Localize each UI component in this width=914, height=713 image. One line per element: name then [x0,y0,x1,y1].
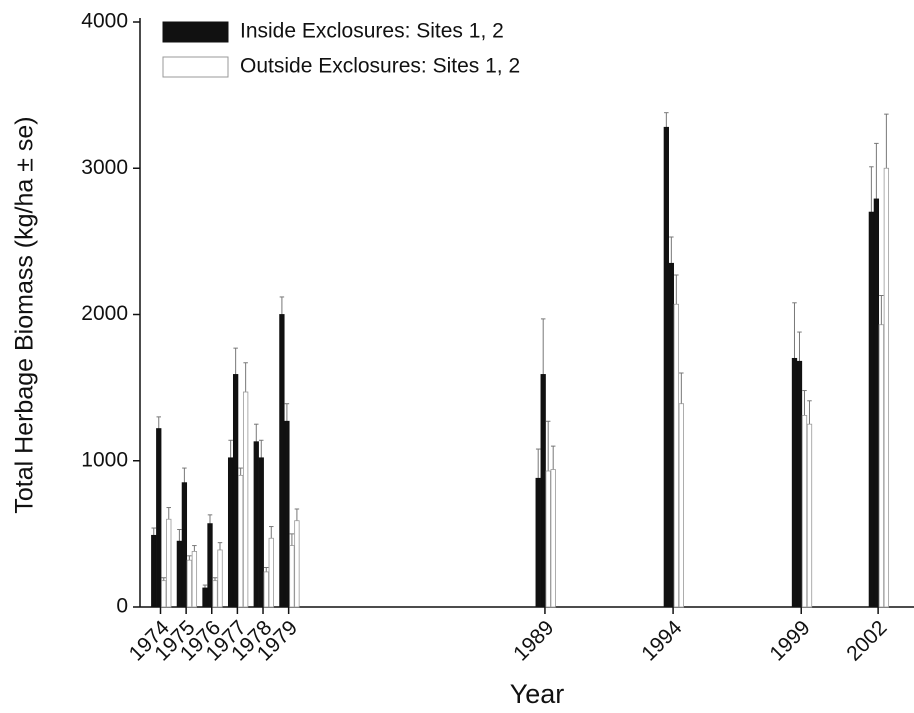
y-axis-label: Total Herbage Biomass (kg/ha ± se) [11,116,39,513]
bar [232,374,239,608]
bar [545,470,551,608]
bar [883,167,890,608]
x-tick-label: 1989 [509,616,558,665]
bar [227,457,234,608]
bar [873,198,880,608]
bar [212,580,218,608]
bar [151,534,157,608]
bar [186,559,193,608]
bar [217,549,223,608]
bar [668,262,674,608]
bar [181,482,188,608]
bar [156,428,162,608]
bar [258,457,264,608]
bar [540,374,546,608]
legend-label: Outside Exclosures: Sites 1, 2 [240,55,520,78]
bar [279,314,285,608]
bar [253,441,259,608]
bar [678,403,684,608]
bar [268,537,274,608]
bar [207,523,213,608]
bar [166,518,172,608]
bar [806,423,813,608]
x-tick-label: 2002 [842,616,891,665]
bar [868,211,875,608]
legend-swatch [162,56,229,78]
bar [878,324,885,608]
bar [284,420,290,608]
bar [191,551,198,608]
legend-swatch [162,21,229,43]
bar [663,126,669,608]
bar [161,580,167,608]
y-tick-label: 4000 [81,10,128,33]
bar [550,469,556,608]
y-tick-label: 2000 [81,302,128,325]
bar [294,520,300,608]
bar [673,303,679,608]
bar [237,474,244,608]
bar [202,587,208,608]
y-tick-label: 0 [116,595,128,618]
bar [796,360,803,608]
x-tick-label: 1999 [765,616,814,665]
bar [289,545,295,608]
bar [801,415,808,608]
bar [263,571,269,608]
x-axis-label: Year [510,679,565,709]
bar [535,477,541,608]
bar [242,391,249,608]
y-tick-label: 3000 [81,156,128,179]
legend-label: Inside Exclosures: Sites 1, 2 [240,20,504,43]
y-tick-label: 1000 [81,448,128,471]
bar [791,357,798,608]
bar [176,540,183,608]
x-tick-label: 1994 [637,616,687,666]
